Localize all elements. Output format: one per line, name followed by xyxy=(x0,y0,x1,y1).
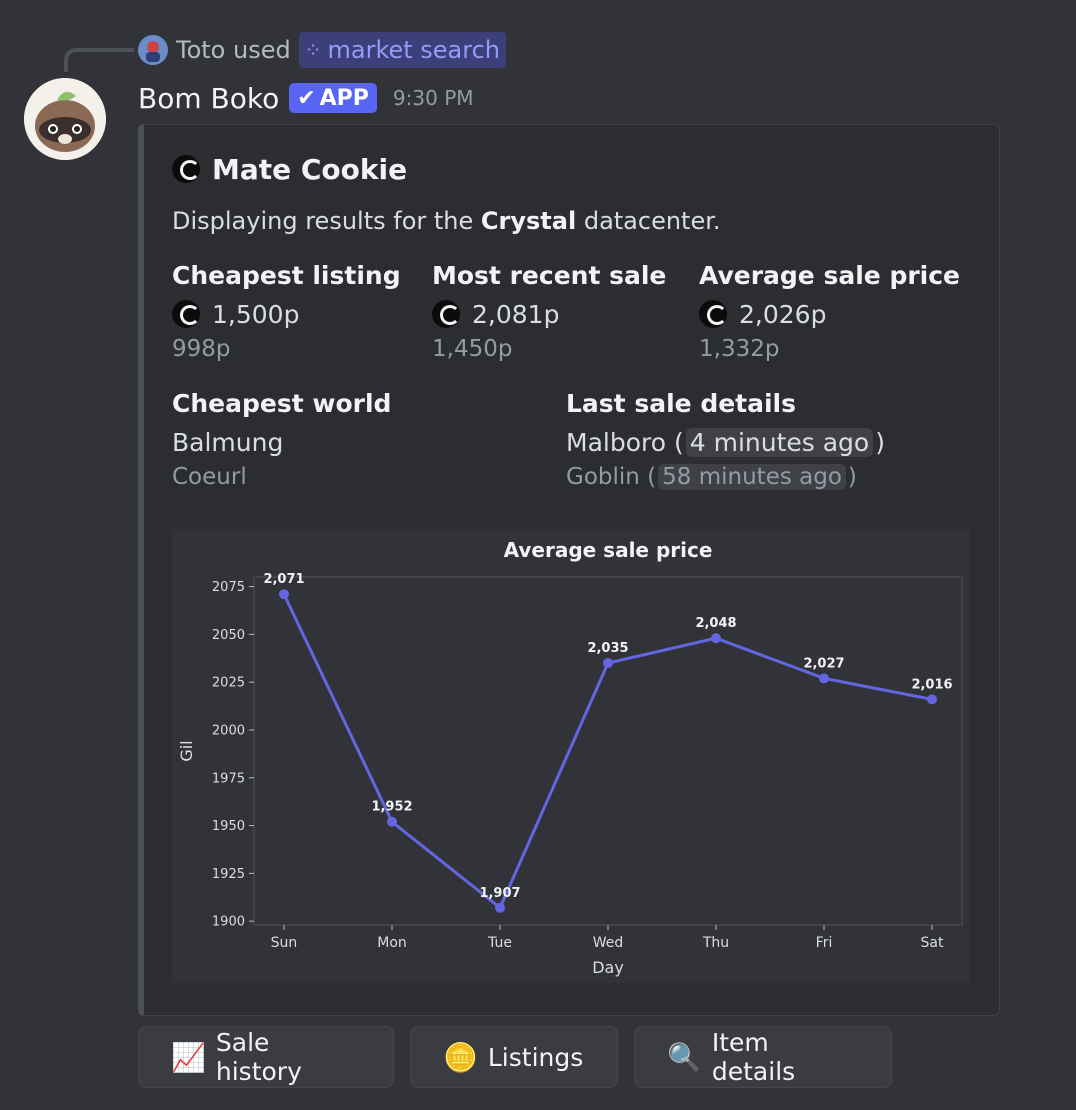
x-tick-label: Wed xyxy=(593,935,624,951)
embed-title-text: Mate Cookie xyxy=(212,152,408,186)
line-chart: Average sale price Day Gil 1900 1925 1950 1975… xyxy=(172,529,970,983)
bot-avatar[interactable] xyxy=(24,78,106,160)
hq-icon xyxy=(172,300,200,328)
reply-context: Toto used ⁘ market search xyxy=(138,32,507,68)
data-point xyxy=(387,816,397,827)
button-label: Sale history xyxy=(215,1028,302,1086)
y-tick-label: 2025 xyxy=(212,676,245,691)
coin-icon: 🪙 xyxy=(443,1040,478,1074)
embed-title: Mate Cookie xyxy=(172,149,407,189)
field-value: 1,500p xyxy=(212,299,300,329)
y-tick-label: 1900 xyxy=(212,915,245,930)
relative-timestamp[interactable]: 4 minutes ago xyxy=(685,427,874,457)
field-cheapest-listing: Cheapest listing 1,500p 998p xyxy=(172,261,401,365)
y-tick-label: 1925 xyxy=(212,867,245,882)
app-badge: ✔ APP xyxy=(289,83,377,113)
field-subvalue: Coeurl xyxy=(172,464,247,490)
hq-icon xyxy=(699,300,727,328)
x-tick-label: Sat xyxy=(921,935,944,951)
app-command-icon: ⁘ xyxy=(304,38,322,62)
description-prefix: Displaying results for the xyxy=(172,207,474,235)
relative-timestamp[interactable]: 58 minutes ago xyxy=(658,464,846,490)
data-point xyxy=(495,902,505,913)
action-row: 📈 Sale history 🪙 Listings 🔍 Item details xyxy=(138,1026,892,1088)
user-mini-avatar[interactable] xyxy=(138,35,168,65)
item-icon xyxy=(172,155,200,183)
field-name: Cheapest world xyxy=(172,389,392,418)
button-label: Item details xyxy=(711,1028,796,1086)
x-axis-label: Day xyxy=(592,958,624,977)
data-label: 2,048 xyxy=(695,616,736,631)
chart-title: Average sale price xyxy=(504,538,713,562)
data-label: 1,952 xyxy=(371,800,412,815)
description-suffix: datacenter. xyxy=(583,207,721,235)
data-point xyxy=(279,589,289,600)
chart-up-icon: 📈 xyxy=(171,1040,206,1074)
field-most-recent-sale: Most recent sale 2,081p 1,450p xyxy=(432,261,666,365)
command-name: market search xyxy=(327,36,501,64)
reply-connector xyxy=(64,48,134,72)
x-tick-label: Fri xyxy=(816,935,833,951)
hq-icon xyxy=(432,300,460,328)
field-subvalue: Goblin (58 minutes ago) xyxy=(566,464,857,490)
data-point xyxy=(927,694,937,705)
data-label: 2,071 xyxy=(263,572,304,587)
x-tick-label: Mon xyxy=(377,935,407,951)
app-badge-label: APP xyxy=(319,85,369,111)
message-timestamp[interactable]: 9:30 PM xyxy=(392,86,474,110)
field-value: 2,081p xyxy=(472,299,560,329)
field-last-sale-details: Last sale details Malboro (4 minutes ago… xyxy=(566,389,885,493)
y-tick-label: 1950 xyxy=(212,819,245,834)
field-value: Malboro (4 minutes ago) xyxy=(566,427,885,457)
x-tick-label: Sun xyxy=(271,935,298,951)
data-point xyxy=(711,633,721,644)
command-mention[interactable]: ⁘ market search xyxy=(298,32,507,68)
data-point xyxy=(819,673,829,684)
button-label: Listings xyxy=(487,1042,584,1072)
data-label: 2,027 xyxy=(803,656,844,671)
sale-world: Malboro xyxy=(566,427,667,457)
field-subvalue: 998p xyxy=(172,336,231,362)
x-tick-label: Thu xyxy=(702,935,729,951)
y-tick-label: 1975 xyxy=(212,771,245,786)
sale-world: Goblin xyxy=(566,464,640,490)
field-name: Last sale details xyxy=(566,389,797,418)
field-name: Most recent sale xyxy=(432,261,667,290)
embed-description: Displaying results for the Crystal datac… xyxy=(172,207,721,235)
data-label: 1,907 xyxy=(479,886,520,901)
datacenter-name: Crystal xyxy=(480,207,577,235)
y-tick-label: 2000 xyxy=(212,723,245,738)
field-value: 2,026p xyxy=(739,299,827,329)
y-tick-label: 2050 xyxy=(212,628,245,643)
field-name: Cheapest listing xyxy=(172,261,401,290)
data-label: 2,035 xyxy=(587,641,628,656)
market-embed: Mate Cookie Displaying results for the C… xyxy=(138,124,1000,1016)
field-cheapest-world: Cheapest world Balmung Coeurl xyxy=(172,389,391,493)
reply-username[interactable]: Toto xyxy=(176,36,226,64)
magnifier-icon: 🔍 xyxy=(667,1040,702,1074)
y-tick-label: 2075 xyxy=(212,580,245,595)
data-point xyxy=(603,658,613,669)
reply-used-text: used xyxy=(233,36,291,64)
data-label: 2,016 xyxy=(911,677,952,692)
field-name: Average sale price xyxy=(699,261,961,290)
chart-image[interactable]: Average sale price Day Gil 1900 1925 1950 1975… xyxy=(172,529,970,983)
sale-history-button[interactable]: 📈 Sale history xyxy=(138,1026,394,1088)
field-value: Balmung xyxy=(172,427,284,457)
x-tick-label: Tue xyxy=(487,935,512,951)
field-subvalue: 1,332p xyxy=(699,336,780,362)
field-subvalue: 1,450p xyxy=(432,336,513,362)
item-details-button[interactable]: 🔍 Item details xyxy=(634,1026,892,1088)
y-axis-label: Gil xyxy=(177,740,196,761)
verified-check-icon: ✔ xyxy=(297,85,316,111)
bot-username[interactable]: Bom Boko xyxy=(138,81,280,115)
field-average-sale-price: Average sale price 2,026p 1,332p xyxy=(699,261,960,365)
listings-button[interactable]: 🪙 Listings xyxy=(410,1026,618,1088)
message-header: Bom Boko ✔ APP 9:30 PM xyxy=(138,78,474,118)
chart-background xyxy=(172,529,970,983)
